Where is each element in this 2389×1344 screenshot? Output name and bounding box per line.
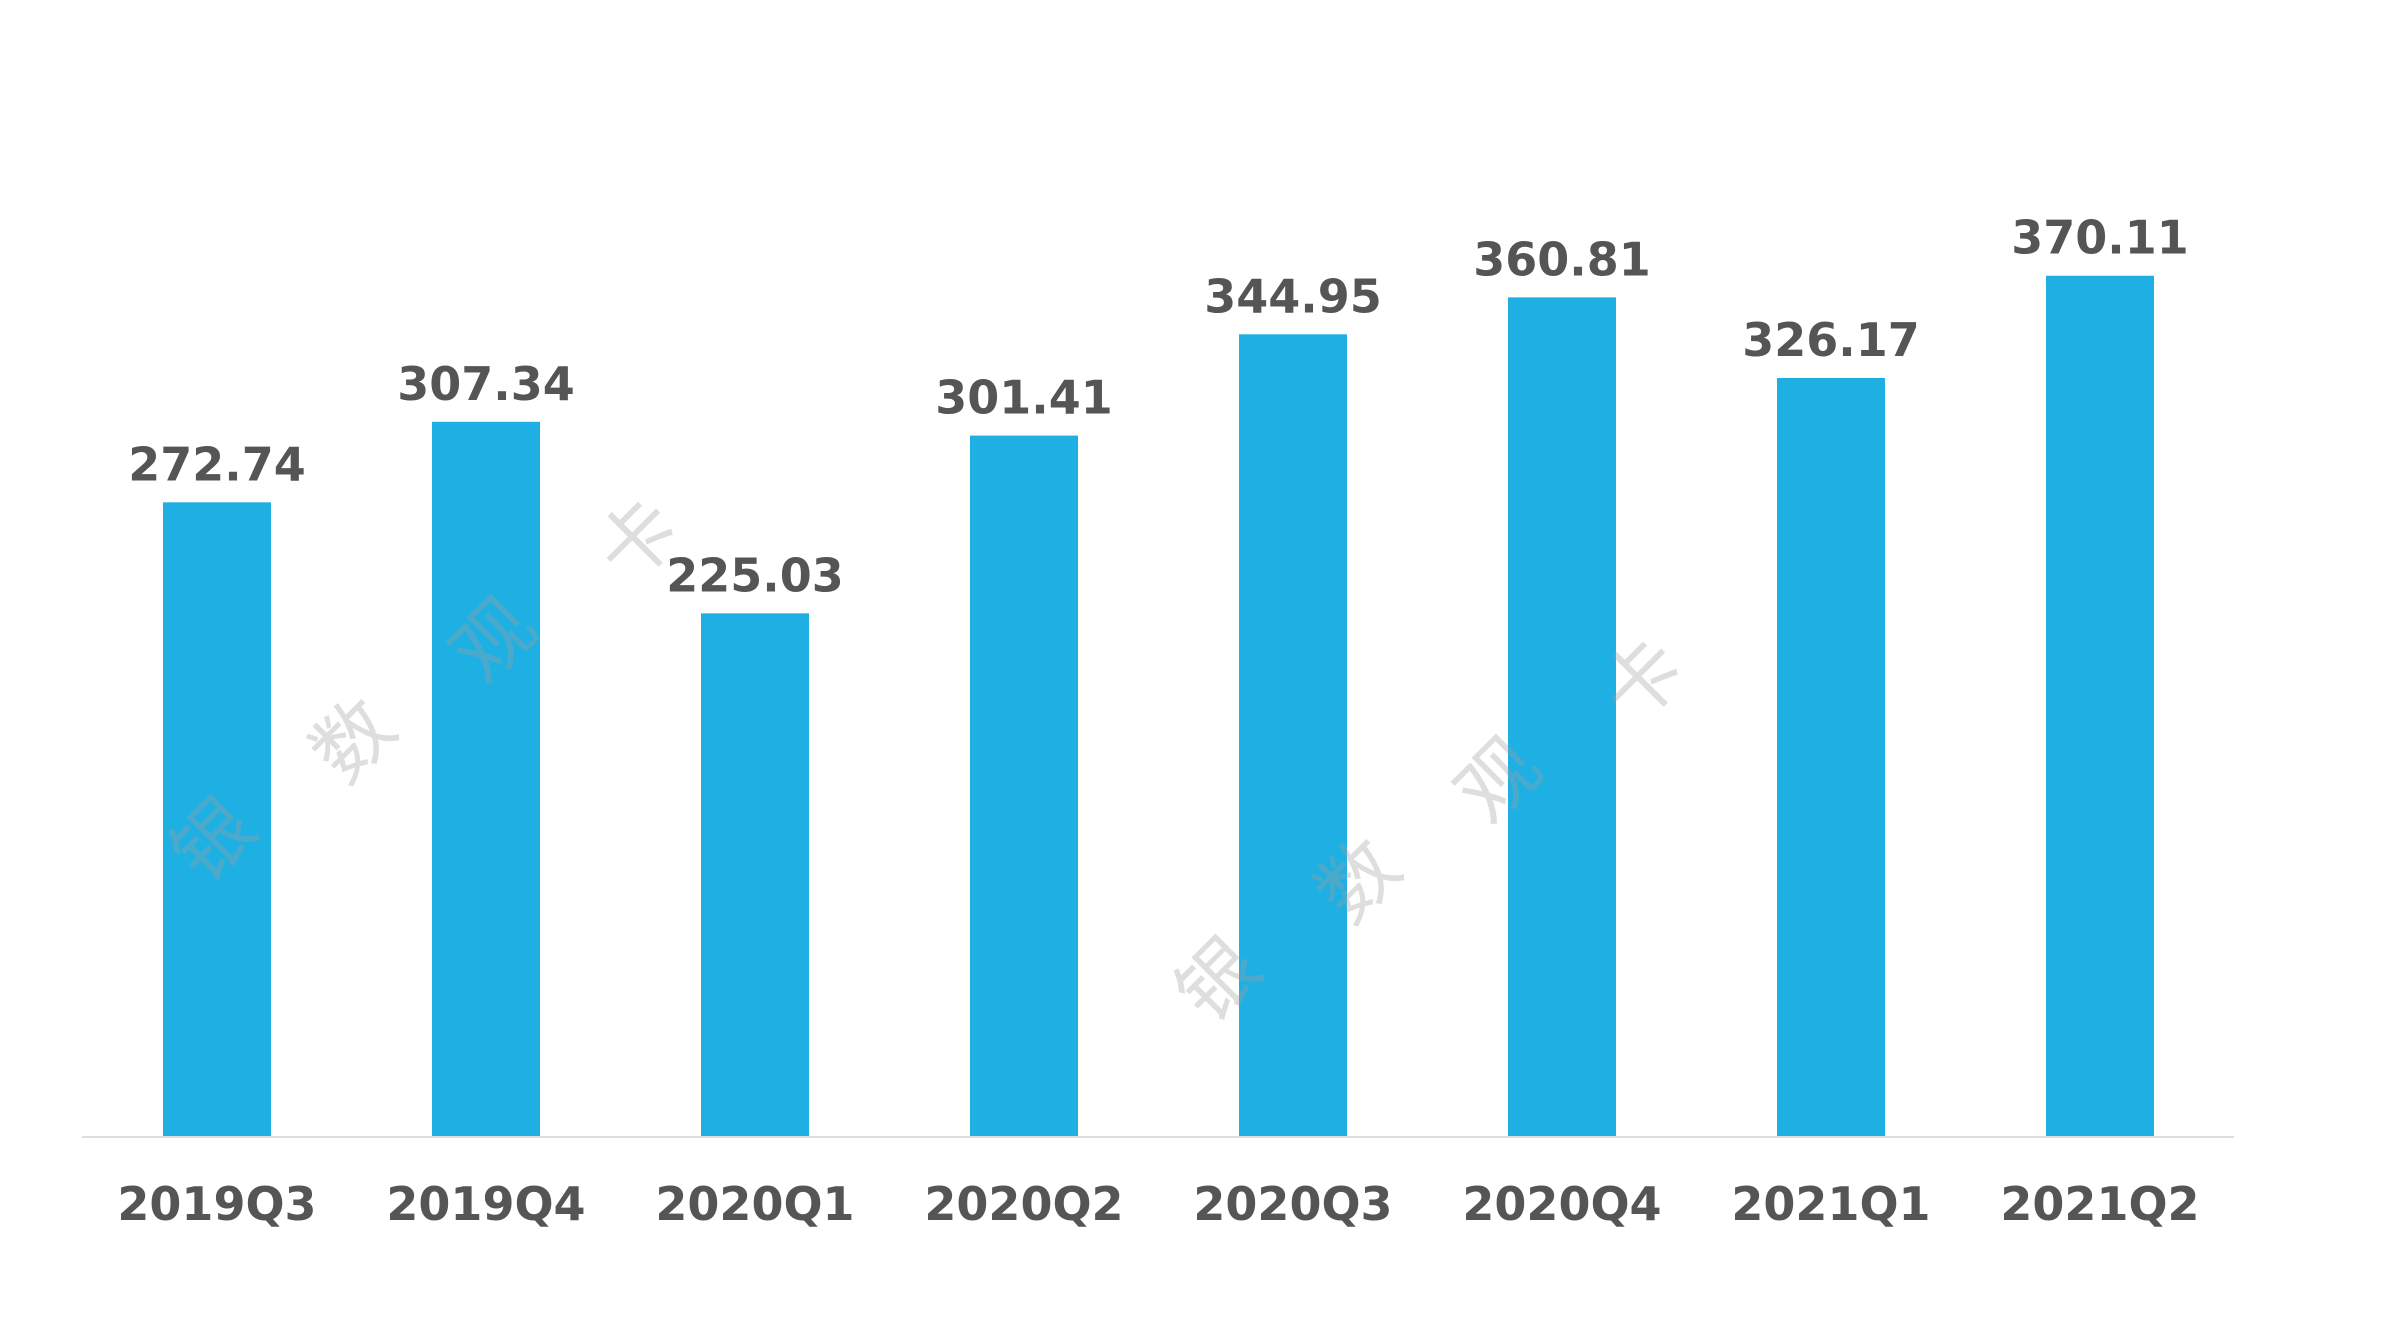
bars-group — [163, 275, 2154, 1138]
category-label-2021Q2: 2021Q2 — [2000, 1177, 2199, 1231]
value-label-2019Q3: 272.74 — [128, 437, 306, 491]
value-label-2020Q2: 301.41 — [935, 371, 1113, 425]
category-label-2020Q3: 2020Q3 — [1193, 1177, 1392, 1231]
bar-2021Q2 — [2046, 275, 2154, 1137]
bar-2021Q1 — [1777, 377, 1885, 1137]
bar-2019Q4 — [432, 421, 540, 1137]
category-label-2019Q3: 2019Q3 — [117, 1177, 316, 1231]
value-label-2019Q4: 307.34 — [397, 357, 575, 411]
category-label-2020Q4: 2020Q4 — [1462, 1177, 1661, 1231]
value-label-2021Q1: 326.17 — [1742, 313, 1920, 367]
category-labels-group: 2019Q3 2019Q4 2020Q1 2020Q2 2020Q3 2020Q4 2021… — [117, 1177, 2199, 1231]
value-label-2020Q3: 344.95 — [1204, 269, 1382, 323]
bar-2019Q3 — [163, 502, 271, 1137]
category-label-2019Q4: 2019Q4 — [386, 1177, 585, 1231]
value-labels-group: 272.74 307.34 225.03 301.41 344.95 360.81 326.… — [128, 211, 2189, 603]
value-label-2021Q2: 370.11 — [2011, 211, 2189, 265]
category-label-2020Q1: 2020Q1 — [655, 1177, 854, 1231]
category-label-2020Q2: 2020Q2 — [924, 1177, 1123, 1231]
value-label-2020Q4: 360.81 — [1473, 232, 1651, 286]
bar-2020Q2 — [970, 435, 1078, 1137]
bar-2020Q1 — [701, 613, 809, 1137]
bar-2020Q3 — [1239, 334, 1347, 1138]
bar-2020Q4 — [1508, 297, 1616, 1137]
category-label-2021Q1: 2021Q1 — [1731, 1177, 1930, 1231]
value-label-2020Q1: 225.03 — [666, 548, 844, 602]
